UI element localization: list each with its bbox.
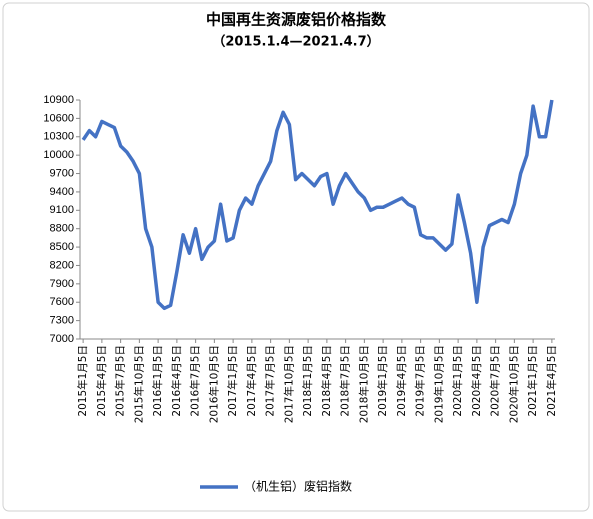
x-tick-label: 2018年1月5日 [301,345,314,417]
x-tick-label: 2020年4月5日 [470,345,483,417]
y-tick-label: 8500 [50,241,74,253]
y-tick-label: 9400 [50,186,74,198]
data-line [81,99,554,311]
y-tick-label: 9700 [50,167,74,179]
y-tick-label: 7000 [50,333,74,345]
x-tick-label: 2020年1月5日 [451,345,464,417]
y-tick-label: 8800 [50,223,74,235]
y-tick-label: 7600 [50,296,74,308]
x-tick-label: 2017年10月5日 [282,345,295,423]
x-tick-label: 2020年7月5日 [489,345,502,417]
chart-subtitle: （2015.1.4—2021.4.7） [212,34,379,50]
chart-title: 中国再生资源废铝价格指数 [206,11,387,29]
x-tick-label: 2019年7月5日 [414,345,427,417]
x-tick-label: 2019年4月5日 [395,345,408,417]
x-tick-label: 2016年4月5日 [170,345,183,417]
y-tick-label: 10900 [43,94,74,106]
x-tick-label: 2018年10月5日 [357,345,370,423]
x-tick-label: 2018年7月5日 [339,345,352,417]
y-tick-label: 10300 [43,131,74,143]
x-tick-label: 2017年4月5日 [245,345,258,417]
x-tick-label: 2019年1月5日 [376,345,389,417]
x-tick-label: 2015年10月5日 [132,345,145,423]
y-tick-label: 8200 [50,259,74,271]
x-tick-label: 2018年4月5日 [320,345,333,417]
x-tick-label: 2016年1月5日 [151,345,164,417]
y-tick-label: 9100 [50,204,74,216]
y-tick-label: 7900 [50,278,74,290]
x-tick-label: 2015年1月5日 [76,345,89,417]
legend-label: （机生铝）废铝指数 [244,479,352,494]
x-tick-label: 2015年7月5日 [114,345,127,417]
x-tick-label: 2021年1月5日 [526,345,539,417]
y-tick-label: 10000 [43,149,74,161]
y-tick-label: 10600 [43,112,74,124]
y-tick-label: 7300 [50,315,74,327]
x-tick-label: 2017年7月5日 [264,345,277,417]
x-tick-label: 2016年10月5日 [207,345,220,423]
x-tick-label: 2019年10月5日 [432,345,445,423]
x-tick-label: 2016年7月5日 [189,345,202,417]
chart-border [2,2,590,512]
x-tick-label: 2017年1月5日 [226,345,239,417]
x-tick-label: 2020年10月5日 [507,345,520,423]
x-tick-label: 2021年4月5日 [545,345,558,417]
x-tick-label: 2015年4月5日 [95,345,108,417]
